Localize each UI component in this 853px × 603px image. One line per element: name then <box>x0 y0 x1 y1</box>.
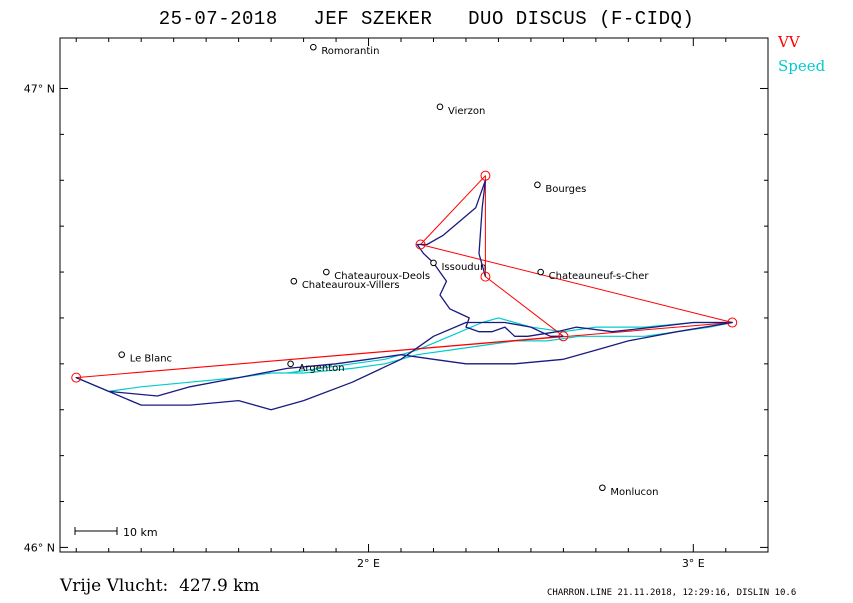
city-marker <box>287 360 294 368</box>
city-marker <box>537 268 544 276</box>
city-marker <box>430 259 437 267</box>
speed-trace-layer <box>75 317 733 392</box>
map-frame <box>59 37 769 553</box>
city-marker <box>599 484 606 492</box>
legend-speed: Speed <box>778 57 826 75</box>
city-marker <box>310 43 317 51</box>
city-label: Vierzon <box>448 106 485 117</box>
city-marker <box>534 181 541 189</box>
legend-vv: VV <box>778 33 800 51</box>
city-marker <box>290 277 298 285</box>
lat-tick-label: 47° N <box>24 82 55 95</box>
lat-tick-label: 46° N <box>24 541 55 554</box>
city-label: Chateauroux-Deols <box>334 271 430 282</box>
lon-tick-label: 3° E <box>682 557 705 570</box>
lon-tick-label: 2° E <box>357 557 380 570</box>
cities-layer: Romorantin Vierzon Bourges Issoudun Chateaur… <box>118 43 659 498</box>
footer-credit: CHARRON.LINE 21.11.2018, 12:29:16, DISLI… <box>547 588 797 598</box>
turnpoint-marker <box>480 170 491 181</box>
footer-distance: Vrije Vlucht: 427.9 km <box>60 576 260 596</box>
flight-track <box>75 179 733 411</box>
distance-value: 427.9 km <box>179 576 260 596</box>
turnpoint-marker <box>558 331 569 342</box>
city-label: Romorantin <box>321 46 379 57</box>
city-marker <box>436 103 444 111</box>
distance-label: Vrije Vlucht: <box>60 576 169 596</box>
speed-trace <box>75 317 733 392</box>
scale-bar: 10 km <box>74 526 158 539</box>
turnpoint-marker <box>480 271 491 282</box>
flight-track-layer <box>75 179 733 411</box>
city-label: Argenton <box>299 363 345 374</box>
city-label: Issoudun <box>441 262 486 273</box>
chart-title: 25-07-2018 JEF SZEKER DUO DISCUS (F-CIDQ… <box>158 8 695 30</box>
city-label: Chateauroux-Villers <box>302 280 400 291</box>
city-label: Le Blanc <box>130 354 172 365</box>
city-label: Bourges <box>545 184 586 195</box>
scale-bar-label: 10 km <box>123 526 158 539</box>
turnpoints-layer <box>71 170 738 383</box>
city-marker <box>118 351 126 358</box>
city-label: Monlucon <box>610 487 658 498</box>
axis-ticks: 47° N 46° N 2° E 3° E <box>24 38 768 570</box>
turnpoint-marker <box>727 317 738 328</box>
turnpoint-marker <box>415 239 426 250</box>
city-marker <box>323 268 330 276</box>
turnpoint-marker <box>71 372 82 383</box>
city-label: Chateauneuf-s-Cher <box>549 271 650 282</box>
